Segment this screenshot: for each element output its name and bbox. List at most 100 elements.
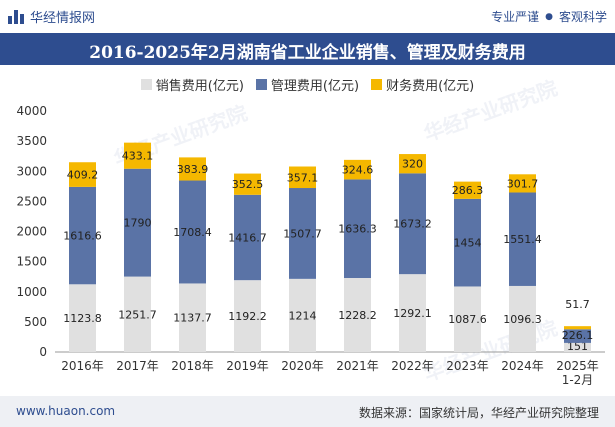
legend-item-sales: 销售费用(亿元)	[140, 75, 244, 94]
x-tick-label: 2023年	[446, 359, 489, 373]
legend-label-admin: 管理费用(亿元)	[270, 79, 360, 94]
data-label: 226.1	[562, 329, 594, 342]
data-label: 433.1	[122, 150, 154, 163]
header-tags: 专业严谨 ● 客观科学	[491, 8, 607, 25]
data-label: 1507.7	[283, 227, 322, 240]
x-tick-label: 2018年	[171, 359, 214, 373]
bar-segment-sales	[124, 276, 151, 352]
data-label: 324.6	[342, 164, 374, 177]
bar-segment-sales	[289, 278, 316, 352]
bar-segment-admin	[344, 179, 371, 279]
bar-segment-finance	[179, 157, 206, 181]
bar-segment-sales	[509, 285, 536, 352]
bar-segment-finance	[344, 159, 371, 180]
bar-segment-sales	[344, 278, 371, 352]
tag-professional: 专业严谨	[491, 10, 540, 24]
data-label: 357.1	[287, 171, 319, 184]
bar-segment-finance	[399, 154, 426, 174]
data-label: 1251.7	[118, 308, 157, 321]
tag-objective: 客观科学	[558, 10, 607, 24]
legend: 销售费用(亿元) 管理费用(亿元) 财务费用(亿元)	[0, 75, 615, 94]
y-tick-label: 4000	[16, 104, 47, 118]
logo-icon	[8, 9, 24, 24]
data-label: 301.7	[507, 177, 539, 190]
bar-segment-finance	[509, 174, 536, 193]
legend-swatch-sales	[140, 79, 152, 90]
legend-item-admin: 管理费用(亿元)	[255, 75, 360, 94]
y-tick-label: 0	[39, 345, 47, 359]
brand: 华经情报网	[8, 7, 95, 26]
y-tick-label: 2000	[16, 225, 47, 239]
legend-label-sales: 销售费用(亿元)	[155, 79, 244, 94]
data-label: 1708.4	[173, 226, 212, 239]
bar-segment-finance	[564, 326, 591, 330]
data-label: 1551.4	[503, 233, 542, 246]
footer: www.huaon.com 数据来源：国家统计局，华经产业研究院整理	[0, 396, 615, 427]
x-tick-label: 2017年	[116, 359, 159, 373]
y-tick-label: 3500	[16, 134, 47, 148]
legend-label-finance: 财务费用(亿元)	[386, 79, 475, 94]
data-label: 151	[567, 340, 588, 353]
bar-segment-admin	[509, 192, 536, 286]
data-label: 383.9	[177, 163, 209, 176]
tag-separator: ●	[545, 11, 553, 22]
title-bar: 2016-2025年2月湖南省工业企业销售、管理及财务费用	[0, 33, 615, 65]
bar-segment-admin	[234, 194, 261, 281]
bar-segment-admin	[69, 186, 96, 285]
data-label: 1214	[289, 309, 317, 322]
bar-segment-admin	[564, 329, 591, 343]
y-tick-label: 500	[24, 315, 47, 329]
data-label: 352.5	[232, 178, 264, 191]
data-label: 1096.3	[503, 313, 542, 326]
legend-item-finance: 财务费用(亿元)	[371, 75, 474, 94]
x-tick-label: 2021年	[336, 359, 379, 373]
data-label: 1454	[454, 237, 482, 250]
x-tick-label: 2024年	[501, 359, 544, 373]
footer-source: 数据来源：国家统计局，华经产业研究院整理	[358, 406, 599, 420]
brand-name: 华经情报网	[30, 11, 96, 26]
data-label: 1673.2	[393, 218, 432, 231]
bar-segment-finance	[289, 166, 316, 189]
bar-segment-sales	[179, 283, 206, 352]
x-tick-label: 2016年	[61, 359, 104, 373]
y-tick-label: 1000	[16, 285, 47, 299]
bar-segment-sales	[234, 280, 261, 352]
bar-segment-sales	[399, 274, 426, 352]
legend-swatch-finance	[371, 79, 383, 90]
x-tick-label: 2020年	[281, 359, 324, 373]
chart-title: 2016-2025年2月湖南省工业企业销售、管理及财务费用	[89, 43, 526, 63]
footer-website: www.huaon.com	[16, 404, 116, 418]
data-label: 1123.8	[63, 312, 102, 325]
bar-segment-admin	[124, 168, 151, 277]
bar-segment-admin	[179, 180, 206, 284]
top-bar: 华经情报网 专业严谨 ● 客观科学	[0, 0, 615, 30]
data-label: 51.7	[565, 298, 590, 311]
data-label: 1137.7	[173, 312, 212, 325]
data-label: 1292.1	[393, 307, 432, 320]
data-label: 1228.2	[338, 309, 377, 322]
data-label: 409.2	[67, 169, 99, 182]
bar-segment-finance	[454, 181, 481, 199]
data-label: 1636.3	[338, 223, 377, 236]
bar-segment-sales	[69, 284, 96, 352]
y-tick-label: 2500	[16, 194, 47, 208]
data-label: 286.3	[452, 184, 484, 197]
y-tick-label: 3000	[16, 164, 47, 178]
bar-segment-sales	[564, 342, 591, 352]
bar-segment-finance	[234, 173, 261, 195]
data-label: 1616.6	[63, 230, 102, 243]
bar-segment-admin	[289, 188, 316, 279]
x-tick-label: 2025年	[556, 359, 599, 373]
legend-swatch-admin	[255, 79, 267, 90]
y-tick-label: 1500	[16, 255, 47, 269]
x-tick-label: 2019年	[226, 359, 269, 373]
bar-segment-finance	[124, 142, 151, 169]
data-label: 1087.6	[448, 313, 487, 326]
data-label: 1790	[124, 217, 152, 230]
data-label: 1192.2	[228, 310, 267, 323]
bar-segment-finance	[69, 162, 96, 187]
bar-segment-admin	[454, 198, 481, 287]
bar-segment-admin	[399, 173, 426, 275]
data-label: 1416.7	[228, 231, 267, 244]
x-tick-label: 1-2月	[562, 373, 594, 387]
